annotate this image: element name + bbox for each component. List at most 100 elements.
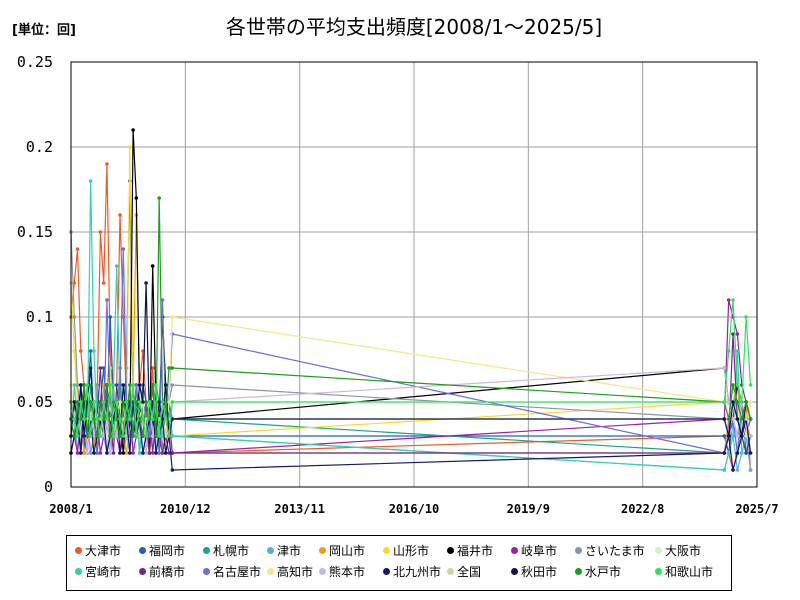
- data-point: [163, 383, 168, 387]
- data-point: [92, 383, 96, 387]
- y-tick-label: 0.25: [17, 53, 53, 71]
- data-point: [111, 400, 116, 404]
- data-point: [105, 298, 109, 302]
- data-point: [82, 417, 86, 421]
- data-point: [735, 349, 740, 353]
- data-point: [92, 349, 96, 353]
- legend-swatch: [267, 568, 274, 575]
- legend-label: 全国: [457, 565, 482, 579]
- data-point: [121, 417, 126, 421]
- data-point: [150, 417, 155, 421]
- data-point: [101, 366, 106, 370]
- data-point: [105, 451, 109, 455]
- data-point: [108, 434, 112, 438]
- data-point: [722, 417, 727, 421]
- series-layer: [69, 128, 753, 472]
- data-point: [144, 434, 148, 438]
- data-point: [118, 213, 122, 217]
- data-point: [82, 383, 86, 387]
- data-point: [75, 400, 80, 404]
- data-point: [147, 451, 152, 455]
- data-point: [170, 400, 175, 404]
- data-point: [72, 417, 77, 421]
- legend-swatch: [655, 568, 662, 575]
- data-point: [111, 451, 116, 455]
- data-point: [98, 400, 103, 404]
- legend-label: 熊本市: [329, 565, 366, 579]
- data-point: [163, 417, 168, 421]
- data-point: [75, 417, 80, 421]
- data-point: [88, 451, 93, 455]
- unit-label: [単位：回]: [12, 22, 76, 38]
- data-point: [105, 417, 109, 421]
- data-point: [150, 264, 155, 268]
- data-point: [150, 451, 155, 455]
- legend-item: 和歌山市: [655, 565, 713, 579]
- x-tick-label: 2008/1: [49, 502, 92, 516]
- data-point: [735, 434, 740, 438]
- data-point: [163, 434, 168, 438]
- legend-label: 山形市: [393, 544, 430, 558]
- data-point: [85, 383, 90, 387]
- data-point: [98, 434, 103, 438]
- data-point: [144, 400, 148, 404]
- data-point: [744, 315, 748, 319]
- data-point: [160, 400, 165, 404]
- data-point: [157, 451, 161, 455]
- y-tick-label: 0: [44, 478, 53, 496]
- legend-swatch: [75, 568, 82, 575]
- legend-item: 大阪市: [655, 544, 701, 558]
- legend-label: 津市: [277, 544, 302, 558]
- data-point: [137, 451, 142, 455]
- data-point: [92, 417, 96, 421]
- legend-swatch: [383, 547, 390, 554]
- data-point: [124, 417, 129, 421]
- legend-item: 全国: [447, 565, 481, 579]
- legend-swatch: [511, 547, 518, 554]
- data-point: [72, 383, 77, 387]
- legend-swatch: [447, 547, 454, 554]
- data-point: [740, 451, 744, 455]
- data-point: [154, 383, 158, 387]
- data-point: [101, 400, 106, 404]
- legend-label: 岡山市: [329, 544, 366, 558]
- data-point: [114, 383, 119, 387]
- data-point: [160, 451, 165, 455]
- data-point: [88, 179, 93, 183]
- data-point: [128, 383, 132, 387]
- data-point: [748, 434, 753, 438]
- data-point: [79, 383, 83, 387]
- data-point: [160, 417, 165, 421]
- data-point: [748, 451, 753, 455]
- data-point: [114, 400, 119, 404]
- legend-label: 岐阜市: [521, 544, 558, 558]
- data-point: [731, 468, 735, 472]
- data-point: [726, 349, 731, 353]
- data-point: [141, 417, 145, 421]
- data-point: [111, 434, 116, 438]
- data-point: [147, 400, 152, 404]
- data-point: [167, 400, 171, 404]
- data-point: [157, 434, 161, 438]
- data-point: [72, 315, 77, 319]
- data-point: [137, 400, 142, 404]
- data-point: [98, 417, 103, 421]
- legend-item: 宮崎市: [75, 565, 121, 579]
- data-point: [170, 451, 175, 455]
- series-line-12: [70, 248, 752, 454]
- data-point: [134, 196, 139, 200]
- y-tick-label: 0.05: [17, 393, 53, 411]
- legend-label: 大津市: [85, 544, 122, 558]
- data-point: [75, 247, 80, 251]
- data-point: [114, 434, 119, 438]
- data-point: [744, 417, 748, 421]
- legend-swatch: [575, 568, 582, 575]
- legend-label: 福井市: [457, 544, 494, 558]
- plot-frame: [70, 61, 758, 488]
- y-axis-ticks: 0 0.05 0.1 0.15 0.2 0.25: [17, 53, 53, 496]
- legend-swatch: [267, 547, 274, 554]
- legend-swatch: [319, 547, 326, 554]
- data-point: [108, 451, 112, 455]
- legend-label: 福岡市: [149, 544, 186, 558]
- x-tick-label: 2019/9: [507, 502, 550, 516]
